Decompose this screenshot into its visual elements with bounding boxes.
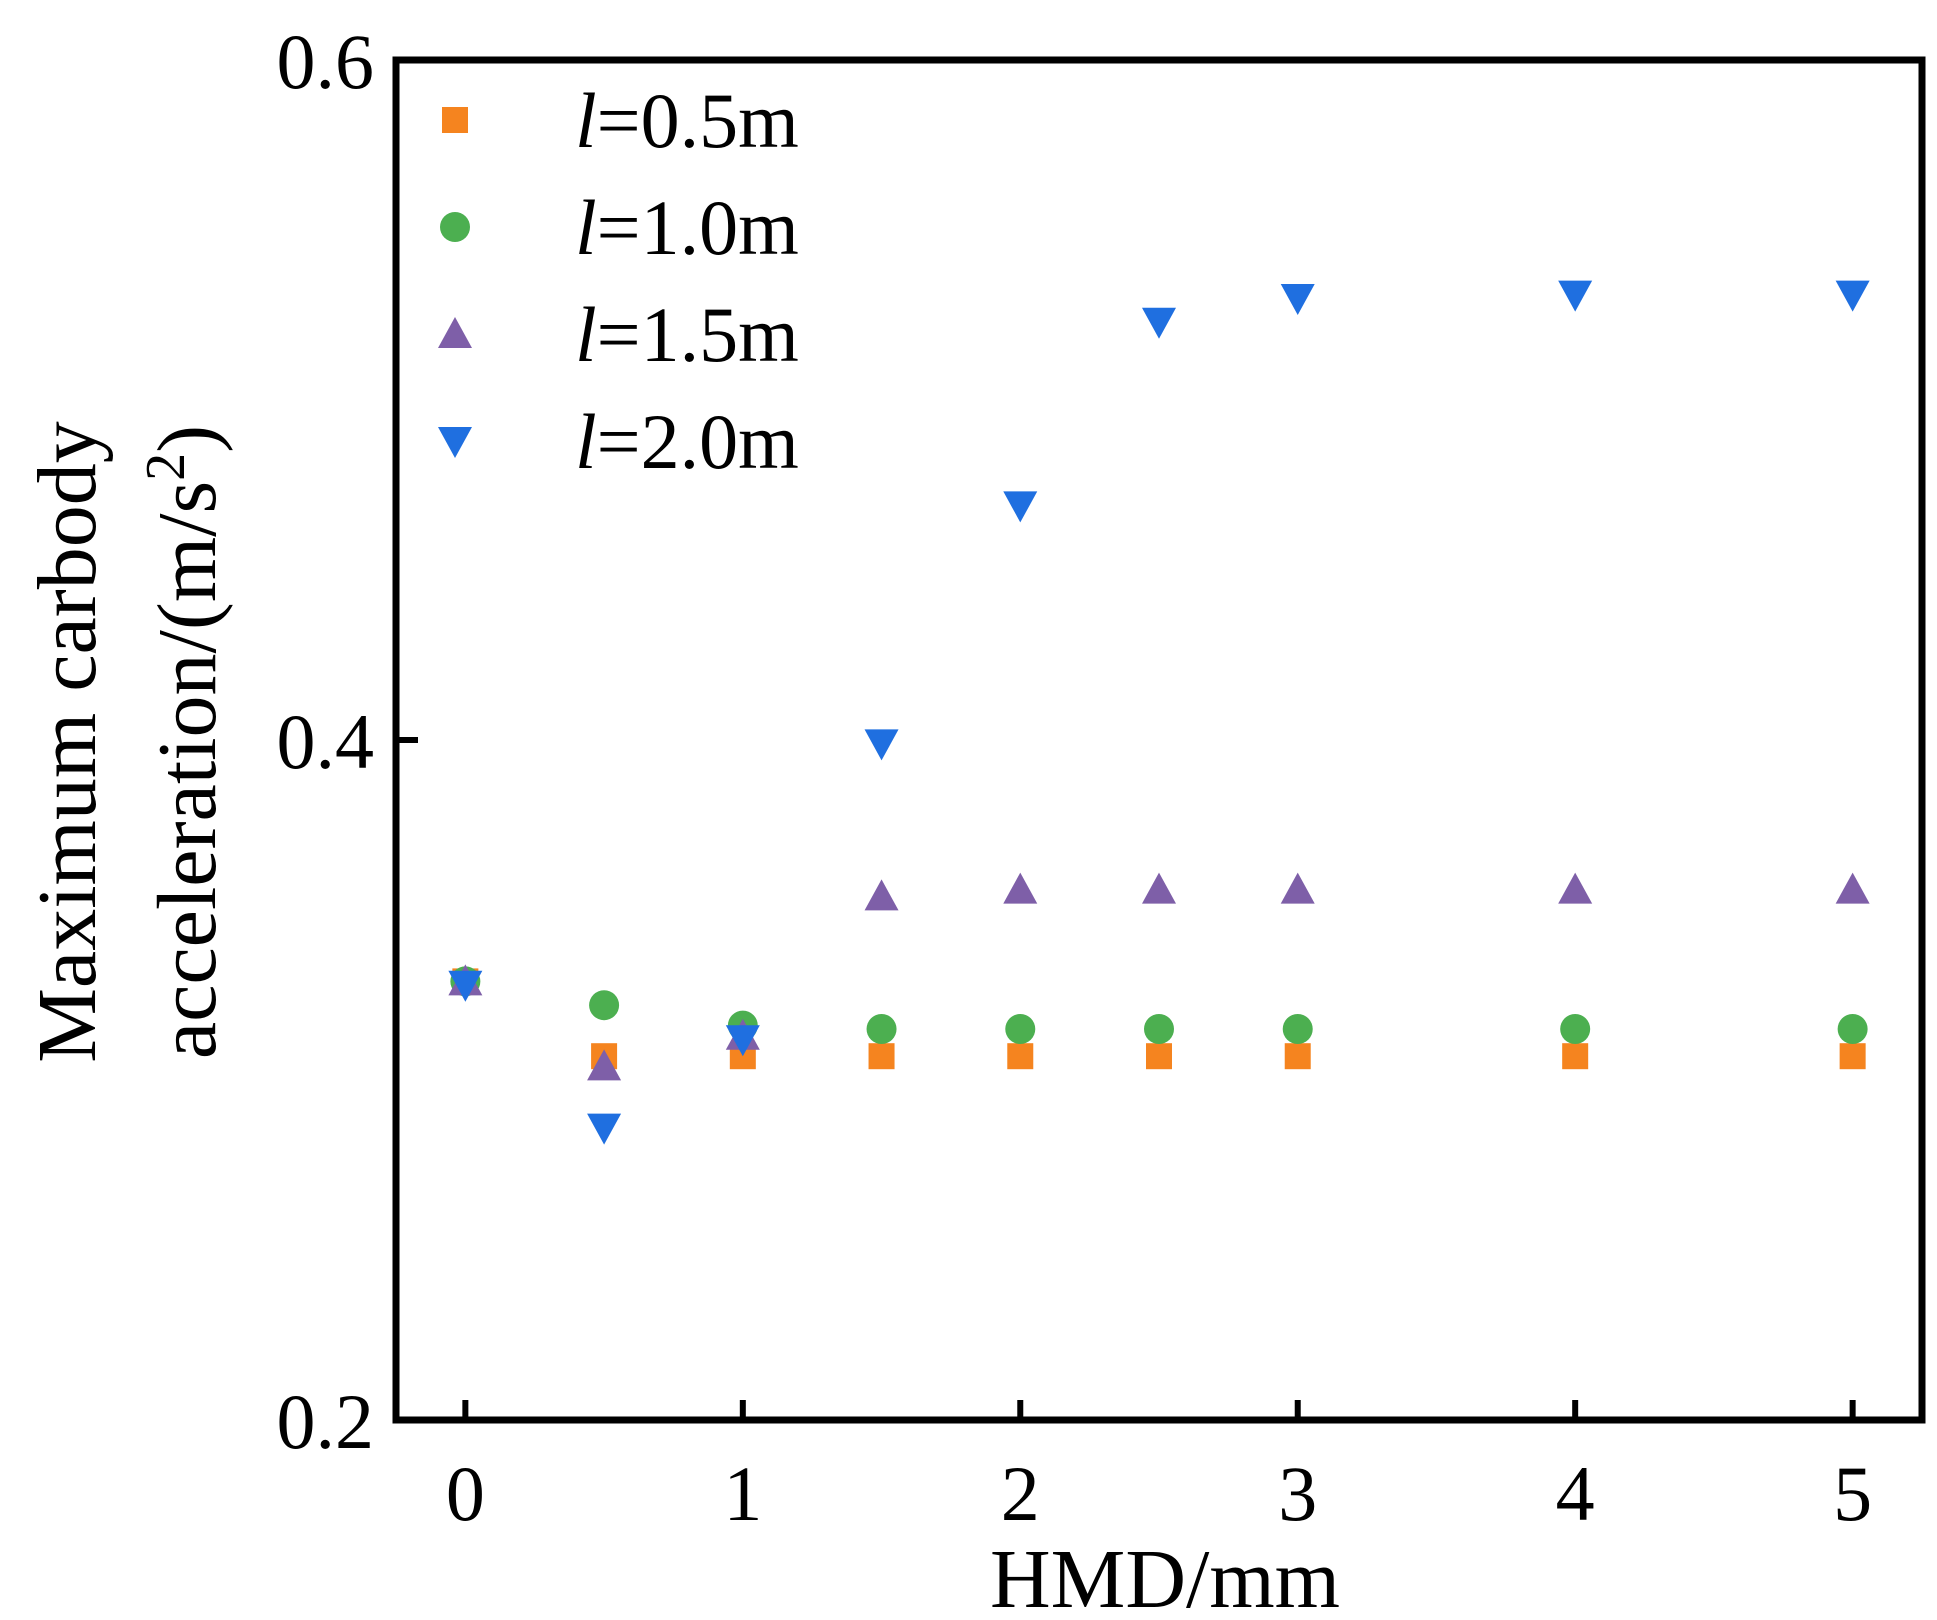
data-point xyxy=(1280,872,1315,904)
data-point xyxy=(1003,491,1038,523)
data-point xyxy=(1007,1043,1034,1070)
series-2-0m xyxy=(448,280,1870,1145)
legend-label: l=2.0m xyxy=(575,398,799,485)
x-tick-label: 0 xyxy=(446,1450,485,1537)
legend-marker xyxy=(442,107,468,133)
y-tick-label: 0.4 xyxy=(277,698,375,785)
legend-marker xyxy=(438,317,472,348)
data-point xyxy=(587,1113,622,1145)
y-axis-title-line1: Maximum carbody xyxy=(21,421,114,1063)
data-point xyxy=(1835,872,1870,904)
data-point xyxy=(1560,1014,1591,1044)
data-point xyxy=(1142,307,1176,339)
y-tick-label: 0.6 xyxy=(277,18,375,105)
data-point xyxy=(1284,1043,1311,1070)
data-point xyxy=(1558,280,1593,312)
data-point xyxy=(1839,1043,1866,1070)
legend-marker xyxy=(438,427,472,458)
data-point xyxy=(1146,1043,1172,1070)
data-point xyxy=(864,729,899,761)
legend-label: l=1.5m xyxy=(575,291,799,378)
data-points xyxy=(448,280,1870,1145)
data-point xyxy=(1142,872,1176,904)
y-axis-title-line2: acceleration/(m/s2) xyxy=(135,425,234,1059)
x-axis-title: HMD/mm xyxy=(990,1533,1340,1620)
data-point xyxy=(1005,1014,1036,1044)
data-point xyxy=(1835,280,1870,312)
legend: l=0.5m l=1.0m l=1.5m l=2.0m xyxy=(438,77,799,485)
ticks: 0 1 2 3 4 5 0.2 0.4 0.6 xyxy=(277,18,1873,1537)
x-tick-label: 1 xyxy=(723,1450,762,1537)
x-tick-label: 5 xyxy=(1833,1450,1872,1537)
y-axis-title-main: acceleration/(m/s xyxy=(141,481,234,1059)
data-point xyxy=(1280,284,1315,315)
data-point xyxy=(864,879,899,911)
y-axis-title-suffix: ) xyxy=(141,425,234,453)
series-1-0m xyxy=(450,966,1868,1044)
data-point xyxy=(868,1043,895,1070)
y-axis-title-superscript: 2 xyxy=(135,453,197,481)
data-point xyxy=(1558,872,1593,904)
data-point xyxy=(1003,872,1038,904)
legend-label: l=1.0m xyxy=(575,184,799,271)
legend-label: l=0.5m xyxy=(575,77,799,164)
data-point xyxy=(1144,1014,1174,1044)
series-1-5m xyxy=(448,872,1870,1081)
y-axis-title: Maximum carbody acceleration/(m/s2) xyxy=(21,421,234,1063)
data-point xyxy=(1837,1014,1868,1044)
x-tick-label: 4 xyxy=(1556,1450,1595,1537)
data-point xyxy=(725,1025,760,1057)
data-point xyxy=(1282,1014,1313,1044)
legend-marker xyxy=(440,212,470,242)
data-point xyxy=(589,990,620,1021)
data-point xyxy=(1562,1043,1589,1070)
data-point xyxy=(866,1014,897,1044)
y-tick-label: 0.2 xyxy=(277,1378,375,1465)
x-tick-label: 3 xyxy=(1278,1450,1317,1537)
data-point xyxy=(448,970,483,1002)
x-tick-label: 2 xyxy=(1001,1450,1040,1537)
data-point xyxy=(587,1049,622,1081)
